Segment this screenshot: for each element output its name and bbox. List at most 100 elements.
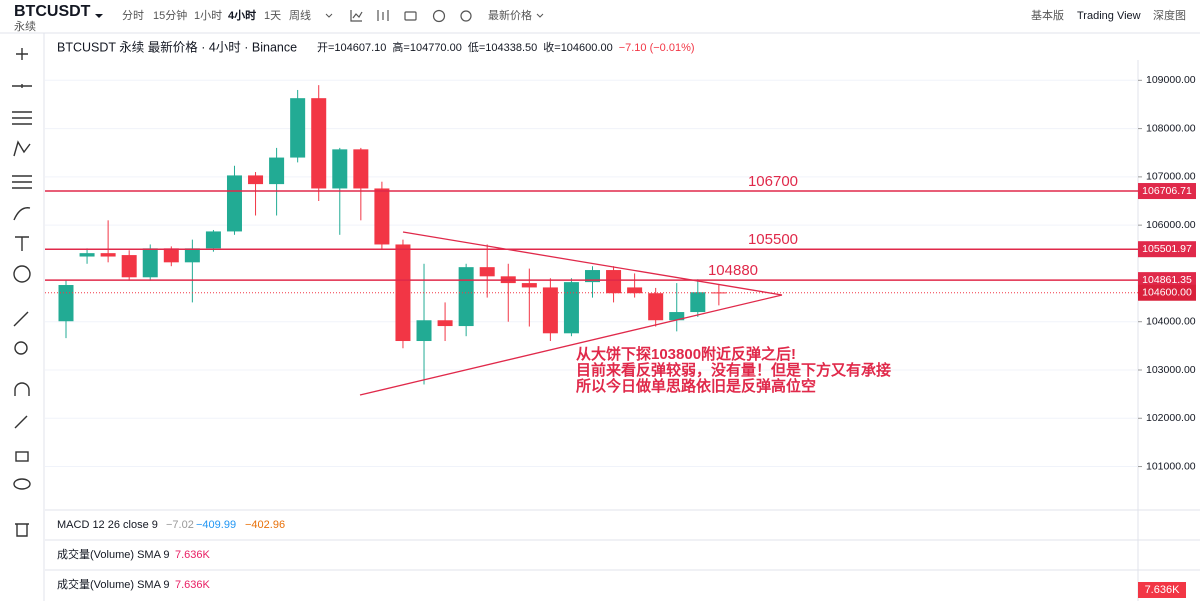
volume-label: 成交量(Volume) SMA 9 bbox=[57, 547, 169, 561]
y-tick-label: 101000.00 bbox=[1146, 460, 1196, 472]
volume-axis-label: 7.636K bbox=[1145, 584, 1181, 596]
candle-body bbox=[226, 175, 242, 232]
add-icon[interactable] bbox=[432, 9, 446, 23]
level-annotation: 105500 bbox=[748, 231, 798, 248]
interval[interactable]: 周线 bbox=[289, 8, 311, 22]
emoji-tool[interactable] bbox=[13, 265, 31, 283]
fib-tool[interactable] bbox=[12, 175, 32, 189]
camera-icon[interactable] bbox=[404, 11, 417, 21]
magnet-tool[interactable] bbox=[14, 382, 30, 396]
symbol-dropdown[interactable] bbox=[95, 14, 103, 18]
interval[interactable]: 4小时 bbox=[228, 8, 256, 22]
last-price-box bbox=[1138, 284, 1196, 301]
candle-body bbox=[142, 248, 158, 278]
price-level-label: 104861.35 bbox=[1142, 274, 1192, 286]
candle-body bbox=[458, 267, 474, 327]
more-intervals[interactable] bbox=[325, 13, 333, 18]
macd-value: −7.02 bbox=[166, 519, 194, 531]
annotation-line: 所以今日做单思路依旧是反弹高位空 bbox=[576, 377, 816, 395]
triangle-drawing bbox=[359, 231, 783, 396]
visibility-tool[interactable] bbox=[13, 478, 31, 490]
interval[interactable]: 分时 bbox=[122, 9, 144, 22]
view-switch: 基本版 Trading View 深度图 bbox=[1031, 8, 1186, 22]
price-type[interactable]: 最新价格 bbox=[488, 8, 532, 22]
contract: 永续 bbox=[14, 19, 36, 33]
symbol[interactable]: BTCUSDT bbox=[14, 3, 91, 20]
candle-body bbox=[416, 320, 432, 342]
candle-body bbox=[163, 248, 179, 263]
price-level-label: 106706.71 bbox=[1142, 185, 1192, 197]
candle-body bbox=[205, 231, 221, 249]
candle-body bbox=[711, 292, 727, 294]
candle-body bbox=[332, 149, 348, 189]
indicator-icon[interactable] bbox=[350, 10, 363, 22]
lock-tool[interactable] bbox=[15, 451, 29, 462]
interval[interactable]: 1天 bbox=[264, 10, 281, 22]
candle-body bbox=[563, 282, 579, 334]
lock-drawing-tool[interactable] bbox=[14, 415, 28, 429]
candle-body bbox=[269, 157, 285, 185]
volume-value: 7.636K bbox=[175, 579, 211, 591]
candle-body bbox=[121, 255, 137, 278]
lower-trendline bbox=[359, 294, 783, 396]
y-tick-label: 102000.00 bbox=[1146, 412, 1196, 424]
candle-body bbox=[374, 188, 390, 245]
level-annotation: 104880 bbox=[708, 262, 758, 279]
y-tick-label: 107000.00 bbox=[1146, 171, 1196, 183]
volume-axis-box bbox=[1138, 582, 1186, 598]
zoom-tool[interactable] bbox=[14, 341, 28, 355]
candle-body bbox=[542, 287, 558, 334]
view-option[interactable]: 基本版 bbox=[1031, 8, 1064, 22]
macd-label: MACD 12 26 close 9 bbox=[57, 519, 158, 531]
crosshair-tool[interactable] bbox=[16, 48, 28, 60]
text-tool[interactable] bbox=[15, 236, 29, 251]
candle-body bbox=[479, 267, 495, 277]
chart-type-icon[interactable] bbox=[377, 10, 389, 21]
interval[interactable]: 15分钟 bbox=[153, 8, 187, 22]
upper-trendline bbox=[402, 231, 783, 296]
ohlc-value: −7.10 (−0.01%) bbox=[619, 42, 695, 54]
candle-body bbox=[290, 98, 306, 158]
candle-body bbox=[58, 285, 74, 322]
annotation: 从大饼下探103800附近反弹之后!目前来看反弹较弱，没有量！但是下方又有承接所… bbox=[576, 345, 891, 395]
ruler-tool[interactable] bbox=[13, 311, 29, 327]
price-level-label: 105501.97 bbox=[1142, 243, 1192, 255]
brush-tool[interactable] bbox=[13, 207, 31, 221]
pattern-tool[interactable] bbox=[13, 140, 31, 157]
candle-body bbox=[184, 248, 200, 263]
candle-body bbox=[437, 320, 453, 327]
candle-body bbox=[353, 149, 369, 189]
y-tick-label: 108000.00 bbox=[1146, 122, 1196, 134]
view-option[interactable]: Trading View bbox=[1077, 10, 1141, 22]
interval[interactable]: 1小时 bbox=[194, 9, 222, 22]
annotation-line: 目前来看反弹较弱，没有量！但是下方又有承接 bbox=[576, 361, 891, 379]
ohlc: 开=104607.10 高=104770.00 低=104338.50 收=10460… bbox=[317, 40, 695, 54]
line-tool[interactable] bbox=[12, 84, 32, 88]
candle-body bbox=[669, 312, 685, 321]
price-type-dropdown[interactable] bbox=[536, 13, 544, 18]
candle-body bbox=[690, 292, 706, 313]
candle-body bbox=[606, 270, 622, 294]
delete-tool[interactable] bbox=[15, 523, 29, 537]
view-option[interactable]: 深度图 bbox=[1153, 8, 1186, 22]
channel-tool[interactable] bbox=[12, 111, 32, 125]
y-tick-label: 103000.00 bbox=[1146, 364, 1196, 376]
candle-body bbox=[648, 293, 664, 321]
level-annotation: 106700 bbox=[748, 173, 798, 190]
y-tick-label: 104000.00 bbox=[1146, 315, 1196, 327]
ohlc-value: 收=104600.00 bbox=[543, 40, 612, 54]
last-price-label: 104600.00 bbox=[1142, 287, 1192, 299]
ohlc-value: 高=104770.00 bbox=[392, 40, 461, 54]
settings-icon[interactable] bbox=[460, 10, 472, 22]
tool-icons bbox=[350, 9, 472, 23]
price-level-box bbox=[1138, 241, 1196, 258]
drawing-tools bbox=[12, 48, 32, 537]
ohlc-value: 低=104338.50 bbox=[468, 41, 537, 54]
y-tick-label: 106000.00 bbox=[1146, 219, 1196, 231]
candle-body bbox=[100, 253, 116, 257]
y-tick-label: 109000.00 bbox=[1146, 74, 1196, 86]
candle-body bbox=[311, 98, 327, 189]
candle-body bbox=[585, 270, 600, 283]
volume-label: 成交量(Volume) SMA 9 bbox=[57, 577, 169, 591]
